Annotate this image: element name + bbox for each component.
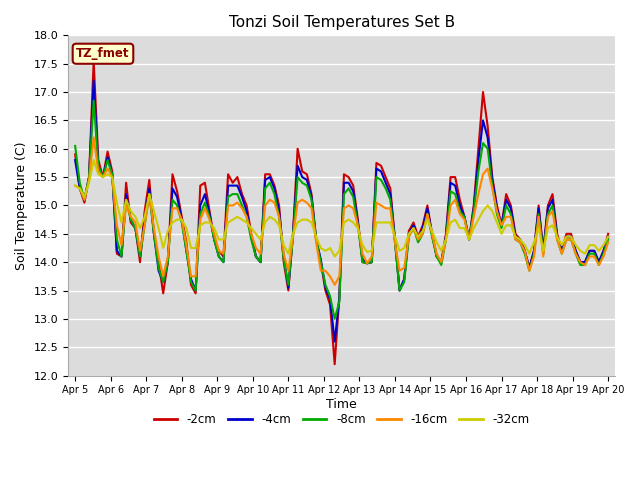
Title: Tonzi Soil Temperatures Set B: Tonzi Soil Temperatures Set B xyxy=(228,15,454,30)
Legend: -2cm, -4cm, -8cm, -16cm, -32cm: -2cm, -4cm, -8cm, -16cm, -32cm xyxy=(149,408,534,431)
Y-axis label: Soil Temperature (C): Soil Temperature (C) xyxy=(15,141,28,270)
Text: TZ_fmet: TZ_fmet xyxy=(76,47,130,60)
X-axis label: Time: Time xyxy=(326,398,357,411)
